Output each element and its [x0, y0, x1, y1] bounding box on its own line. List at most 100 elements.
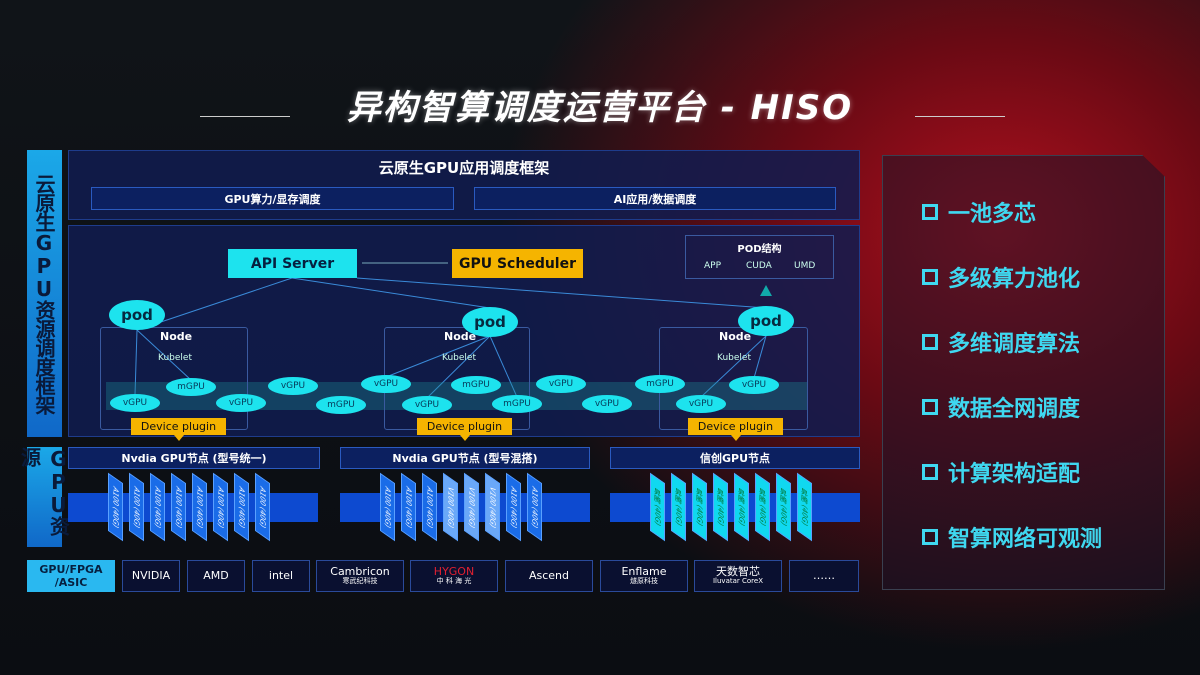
pod-structure-title: POD结构: [737, 244, 782, 255]
gpu-chip: 昇腾 (40G): [713, 472, 728, 542]
arrow-up-icon: [760, 285, 772, 296]
checkbox-square-icon: [922, 529, 938, 545]
node-label: Node: [719, 330, 752, 343]
gpu-ellipse: vGPU: [536, 375, 586, 393]
pod-item-umd: UMD: [794, 261, 816, 271]
gpu-ellipse: mGPU: [635, 375, 685, 393]
kubelet-label: Kubelet: [442, 353, 476, 363]
vendor-logo-hygon: HYGON 中 科 海 光: [410, 560, 498, 592]
kubelet-label: Kubelet: [717, 353, 751, 363]
gpu-ellipse: mGPU: [316, 396, 366, 414]
gpu-ellipse: vGPU: [729, 376, 779, 394]
gpu-compute-bar: GPU算力/显存调度: [91, 187, 454, 210]
vendor-subname: 寒武纪科技: [342, 577, 378, 586]
vendor-logo-nvidia: NVIDIA: [122, 560, 180, 592]
vendor-logo-intel: intel: [252, 560, 310, 592]
checkbox-square-icon: [922, 399, 938, 415]
pod-item-app: APP: [704, 261, 722, 271]
feature-item: 多维调度算法: [922, 326, 1080, 358]
arrow-down-icon: [174, 435, 184, 441]
vendor-name: HYGON: [433, 565, 475, 579]
gpu-group-title: 信创GPU节点: [610, 447, 860, 469]
node-label: Node: [444, 330, 477, 343]
gpu-chip: 昇腾 (40G): [755, 472, 770, 542]
gpu-chip: 昇腾 (40G): [650, 472, 665, 542]
device-plugin-label: Device plugin: [417, 418, 512, 435]
gpu-ellipse: mGPU: [166, 378, 216, 396]
gpu-chip: A100 (40G): [506, 472, 521, 542]
gpu-ellipse: vGPU: [676, 395, 726, 413]
gpu-chip: A100 (40G): [150, 472, 165, 542]
gpu-ellipse: mGPU: [492, 395, 542, 413]
checkbox-square-icon: [922, 464, 938, 480]
api-server-box: API Server: [228, 249, 357, 278]
gpu-scheduler-box: GPU Scheduler: [452, 249, 583, 278]
vendor-row-label: GPU/FPGA /ASIC: [27, 560, 115, 592]
ai-data-bar: AI应用/数据调度: [474, 187, 836, 210]
feature-item: 智算网络可观测: [922, 521, 1102, 553]
vendor-logo-amd: AMD: [187, 560, 245, 592]
gpu-ellipse: vGPU: [582, 395, 632, 413]
feature-label: 数据全网调度: [948, 397, 1081, 422]
vendor-logo-ascend: Ascend: [505, 560, 593, 592]
feature-label: 多维调度算法: [948, 332, 1081, 357]
vendor-subname: Iluvatar CoreX: [712, 577, 763, 586]
gpu-chip: A100 (40G): [527, 472, 542, 542]
pod-ellipse: pod: [462, 307, 518, 337]
gpu-chip: 昇腾 (40G): [797, 472, 812, 542]
vendor-logo-enflame: Enflame 燧原科技: [600, 560, 688, 592]
gpu-group-title: Nvdia GPU节点 (型号统一): [68, 447, 320, 469]
gpu-chip: A100 (40G): [129, 472, 144, 542]
feature-label: 一池多芯: [948, 202, 1037, 227]
feature-label: 智算网络可观测: [948, 527, 1103, 552]
feature-label: 计算架构适配: [948, 462, 1081, 487]
vendor-subname: 中 科 海 光: [436, 577, 472, 586]
device-plugin-label: Device plugin: [688, 418, 783, 435]
gpu-ellipse: vGPU: [361, 375, 411, 393]
feature-item: 一池多芯: [922, 196, 1036, 228]
vendor-logo-cambricon: Cambricon 寒武纪科技: [316, 560, 404, 592]
header-title: 云原生GPU应用调度框架: [378, 159, 550, 177]
gpu-chip: A100 (40G): [380, 472, 395, 542]
app-framework-header: 云原生GPU应用调度框架 GPU算力/显存调度 AI应用/数据调度: [68, 150, 860, 220]
kubelet-label: Kubelet: [158, 353, 192, 363]
feature-item: 多级算力池化: [922, 261, 1080, 293]
gpu-ellipse: vGPU: [268, 377, 318, 395]
checkbox-square-icon: [922, 204, 938, 220]
gpu-chip: V100 (40G): [464, 472, 479, 542]
title-decor-line: [200, 116, 290, 117]
vendor-name: 天数智芯: [716, 565, 760, 579]
gpu-ellipse: vGPU: [110, 394, 160, 412]
arrow-down-icon: [731, 435, 741, 441]
vendor-name: ……: [813, 568, 835, 582]
vendor-name: Enflame: [621, 565, 667, 579]
feature-item: 数据全网调度: [922, 391, 1080, 423]
gpu-chip: 昇腾 (40G): [734, 472, 749, 542]
node-label: Node: [160, 330, 193, 343]
gpu-chip: A100 (40G): [213, 472, 228, 542]
checkbox-square-icon: [922, 334, 938, 350]
gpu-chip: A100 (40G): [255, 472, 270, 542]
gpu-chip: V100 (40G): [443, 472, 458, 542]
gpu-chip: 昇腾 (40G): [776, 472, 791, 542]
gpu-chip: A100 (40G): [108, 472, 123, 542]
gpu-chip: V100 (40G): [485, 472, 500, 542]
features-panel: [882, 155, 1165, 590]
gpu-ellipse: vGPU: [216, 394, 266, 412]
gpu-chip: 昇腾 (40G): [692, 472, 707, 542]
gpu-chip: A100 (40G): [422, 472, 437, 542]
gpu-chip: A100 (40G): [401, 472, 416, 542]
gpu-chip: 昇腾 (40G): [671, 472, 686, 542]
slide-title: 异构智算调度运营平台 - HISO: [346, 88, 854, 128]
vendor-logo-……: ……: [789, 560, 859, 592]
vendor-name: AMD: [203, 568, 229, 582]
gpu-chip: A100 (40G): [192, 472, 207, 542]
arrow-down-icon: [460, 435, 470, 441]
checkbox-square-icon: [922, 269, 938, 285]
gpu-group-title: Nvdia GPU节点 (型号混搭): [340, 447, 590, 469]
side-label-resources: GPU资源: [18, 447, 71, 547]
vendor-name: Cambricon: [330, 565, 390, 579]
gpu-chip: A100 (40G): [234, 472, 249, 542]
pod-ellipse: pod: [738, 306, 794, 336]
